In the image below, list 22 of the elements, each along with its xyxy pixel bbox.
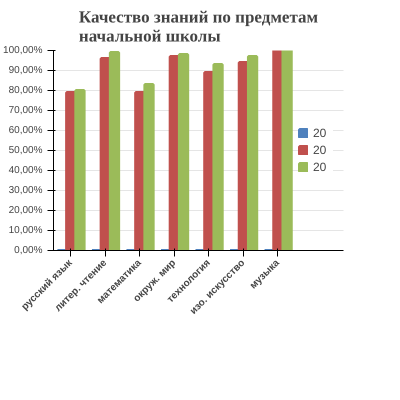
y-tick-label: 0,00% bbox=[14, 245, 43, 256]
y-tick-label: 20,00% bbox=[8, 205, 43, 216]
y-tick-label: 70,00% bbox=[8, 105, 43, 116]
bar bbox=[212, 63, 224, 250]
bar bbox=[246, 55, 258, 250]
legend-label: 20 bbox=[313, 143, 328, 157]
y-tick-label: 60,00% bbox=[8, 125, 43, 136]
y-tick-label: 10,00% bbox=[8, 225, 43, 236]
bar bbox=[178, 53, 190, 250]
y-tick-label: 90,00% bbox=[8, 65, 43, 76]
y-tick-label: 80,00% bbox=[8, 85, 43, 96]
y-tick-label: 100,00% bbox=[3, 45, 43, 56]
bar bbox=[281, 50, 293, 250]
y-tick-label: 30,00% bbox=[8, 185, 43, 196]
bar bbox=[108, 51, 120, 250]
bar bbox=[74, 89, 86, 250]
y-tick-label: 50,00% bbox=[8, 145, 43, 156]
y-tick-label: 40,00% bbox=[8, 165, 43, 176]
bar bbox=[143, 83, 155, 250]
legend-label: 20 bbox=[313, 160, 328, 174]
chart-title: Качество знаний по предметам начальной школы bbox=[78, 8, 319, 46]
legend-label: 20 bbox=[313, 126, 328, 140]
